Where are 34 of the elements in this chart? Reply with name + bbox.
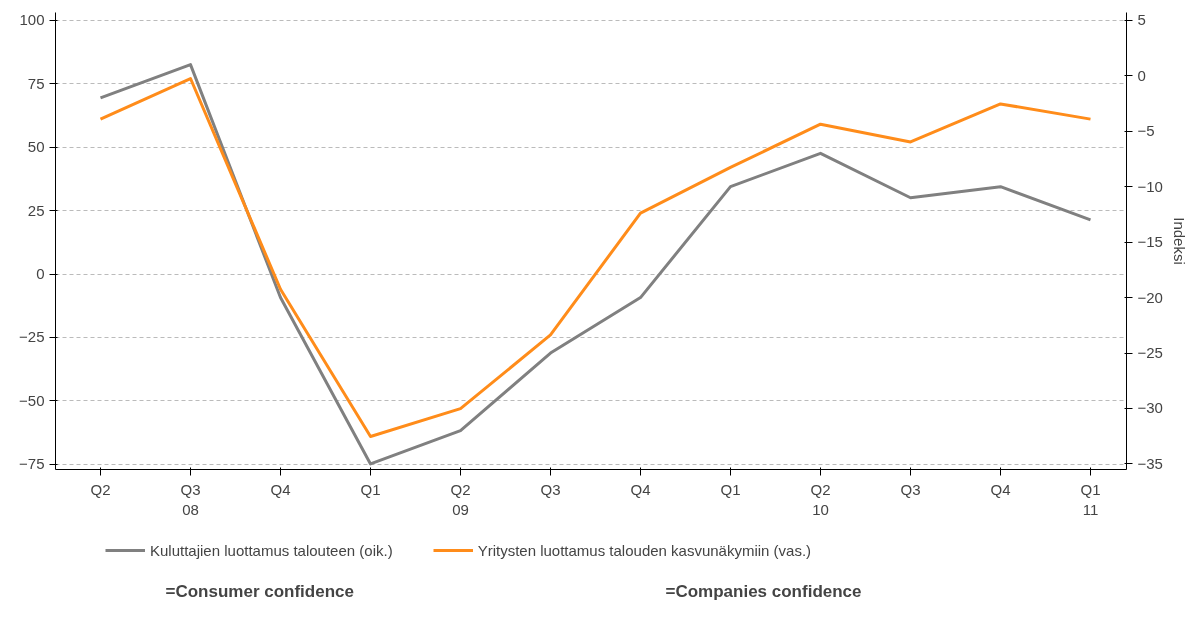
y2-axis-title: Indeksi [1170, 217, 1188, 265]
y-tick-label: 50 [27, 138, 45, 156]
y2-tick-label: −20 [1137, 288, 1163, 306]
legend-label: Kuluttajien luottamus talouteen (oik.) [150, 541, 393, 559]
x-tick-label: Q2 [90, 480, 111, 498]
legend-label: Yritysten luottamus talouden kasvunäkymiin (vas.) [477, 541, 812, 559]
y-tick-label: −50 [19, 391, 45, 409]
x-tick-label: Q2 10 [810, 480, 831, 518]
x-tick-label: Q3 08 [180, 480, 201, 518]
x-tick-label: Q4 [270, 480, 291, 498]
text: =Consumer confidence [165, 581, 354, 601]
x-tick-label: Q1 [360, 480, 381, 498]
y2-tick-label: 0 [1137, 66, 1146, 84]
y2-tick-label: −5 [1137, 122, 1155, 140]
x-tick-label: Q4 [630, 480, 651, 498]
y2-tick-label: 5 [1137, 11, 1146, 29]
y-tick-label: 75 [27, 74, 45, 92]
y2-tick-label: −30 [1137, 399, 1163, 417]
x-tick-label: Q2 09 [450, 480, 471, 518]
x-tick-label: Q1 11 [1080, 480, 1101, 518]
y2-tick-label: −10 [1137, 177, 1163, 195]
y-tick-label: 100 [19, 11, 45, 29]
text: =Companies confidence [665, 581, 862, 601]
y-tick-label: 25 [27, 201, 45, 219]
y-tick-label: 0 [36, 265, 45, 283]
y-tick-label: −25 [19, 328, 45, 346]
x-tick-label: Q3 [900, 480, 921, 498]
y2-tick-label: −15 [1137, 233, 1163, 251]
y2-tick-label: −25 [1137, 344, 1163, 362]
y2-tick-label: −35 [1137, 454, 1163, 472]
x-tick-label: Q3 [540, 480, 561, 498]
y-tick-label: −75 [19, 455, 45, 473]
x-tick-label: Q4 [990, 480, 1011, 498]
x-tick-label: Q1 [720, 480, 741, 498]
